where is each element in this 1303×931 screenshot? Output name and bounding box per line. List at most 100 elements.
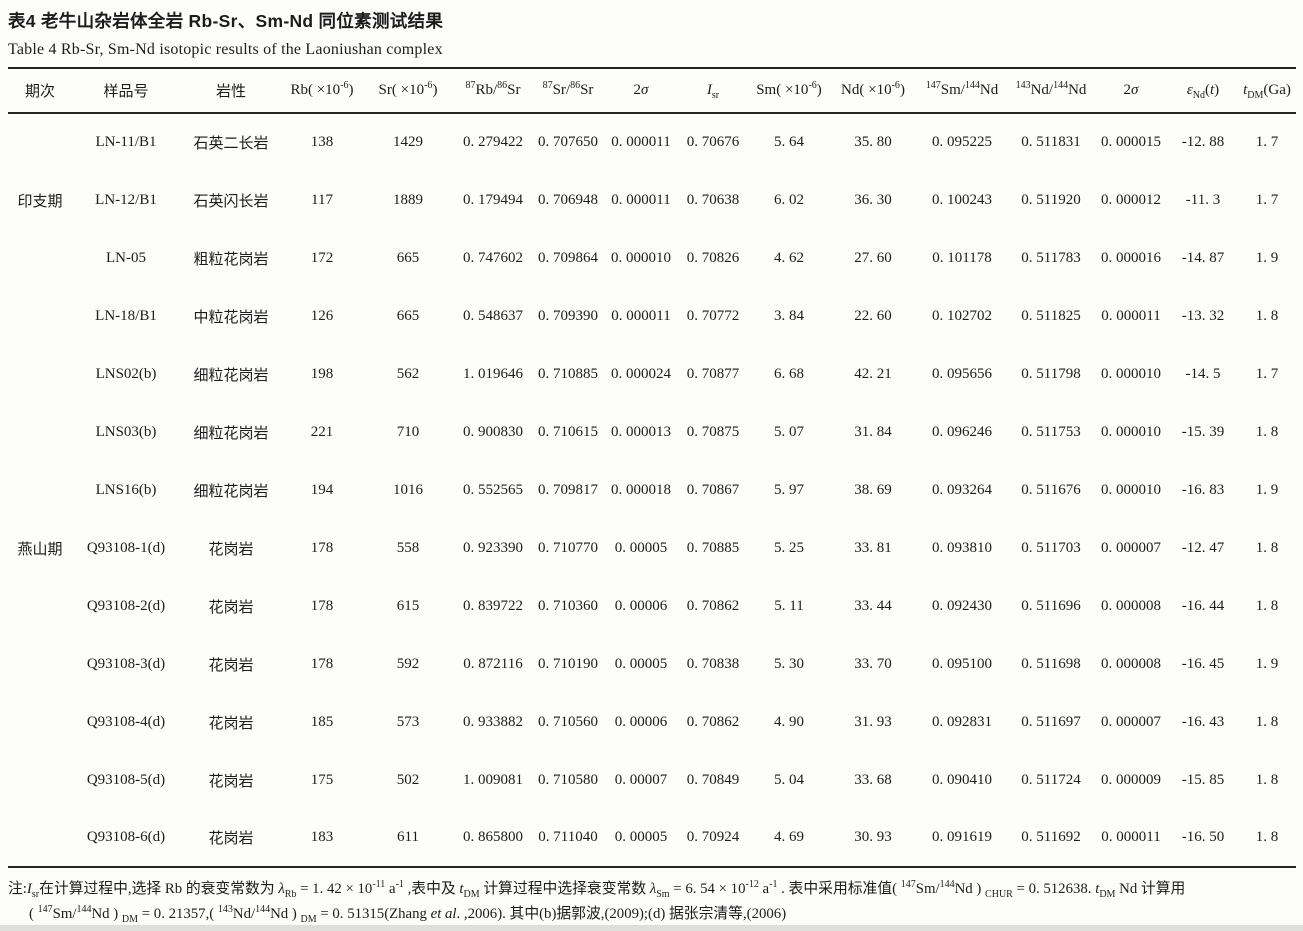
cell-lithology: 花岗岩 [208,715,254,732]
cell-sr-ppm: 615 [396,597,420,614]
cell-rb87-sr86: 0. 865800 [463,829,523,845]
cell-sm147-nd144: 0. 092831 [932,713,992,730]
cell-sm-ppm: 5. 11 [774,597,804,614]
cell-nd-ppm: 42. 21 [854,365,892,382]
column-header-sigma-nd: 2σ [1094,68,1168,114]
cell-sigma-sr: 0. 000011 [611,191,671,208]
cell-epsilon-nd-t: -12. 47 [1181,539,1225,556]
footnote-line-2: ( 147Sm/144Nd ) DM = 0. 21357,( 143Nd/14… [29,904,787,925]
cell-sr-ppm: 710 [396,423,420,440]
cell-t-dm: 1. 8 [1255,539,1279,556]
cell-sigma-sr: 0. 000018 [611,481,671,498]
cell-sm147-nd144: 0. 092430 [932,597,992,614]
isotope-data-table: 期次 样品号 岩性 Rb( ×10-6) Sr( ×10-6) 87Rb/86Sr 87Sr… [8,67,1296,868]
cell-epsilon-nd-t: -14. 87 [1181,249,1225,266]
cell-sample-id: Q93108-6(d) [86,829,166,845]
cell-rb-ppm: 178 [310,539,334,556]
cell-sigma-nd: 0. 000007 [1101,539,1161,556]
cell-epsilon-nd-t: -16. 43 [1181,713,1225,730]
cell-i-sr: 0. 70772 [686,307,740,324]
cell-rb87-sr86: 0. 279422 [463,134,523,150]
cell-lithology: 花岗岩 [208,541,254,558]
cell-sigma-nd: 0. 000015 [1101,134,1161,150]
cell-t-dm: 1. 8 [1255,307,1279,324]
cell-lithology: 花岗岩 [208,657,254,674]
column-header-sr87-sr86: 87Sr/86Sr [532,68,604,114]
cell-nd143-nd144: 0. 511696 [1021,597,1081,614]
table-row: LN-05 粗粒花岗岩 172 665 0. 747602 0. 709864 0. 000… [8,229,1296,287]
cell-epsilon-nd-t: -16. 83 [1181,481,1225,498]
column-header-rb-ppm: Rb( ×10-6) [282,68,362,114]
cell-sr-ppm: 1889 [393,191,423,208]
table-row: Q93108-4(d) 花岗岩 185 573 0. 933882 0. 710560 0.… [8,693,1296,751]
column-header-t-dm: tDM(Ga) [1238,68,1296,114]
cell-sigma-nd: 0. 000009 [1101,771,1161,788]
cell-nd-ppm: 33. 44 [854,597,892,614]
table-title-cn: 表4 老牛山杂岩体全岩 Rb-Sr、Sm-Nd 同位素测试结果 [8,11,444,31]
cell-sigma-sr: 0. 000024 [611,365,671,382]
cell-sm-ppm: 6. 68 [774,365,804,382]
cell-sample-id: Q93108-2(d) [86,597,166,614]
cell-sm-ppm: 5. 04 [774,771,804,788]
cell-sigma-sr: 0. 00005 [614,655,668,672]
cell-t-dm: 1. 7 [1255,134,1279,150]
cell-lithology: 花岗岩 [208,599,254,616]
cell-sr87-sr86: 0. 710615 [538,423,598,440]
cell-sample-id: Q93108-1(d) [86,539,166,556]
cell-rb87-sr86: 1. 019646 [463,365,523,382]
cell-sm147-nd144: 0. 093810 [932,539,992,556]
cell-nd-ppm: 27. 60 [854,249,892,266]
cell-rb87-sr86: 0. 552565 [463,481,523,498]
cell-sm147-nd144: 0. 093264 [932,481,992,498]
table-row: LNS02(b) 细粒花岗岩 198 562 1. 019646 0. 710885 0. … [8,345,1296,403]
column-header-i-sr: Isr [678,68,748,114]
cell-sr87-sr86: 0. 710560 [538,713,598,730]
cell-period [8,809,72,867]
cell-lithology: 石英二长岩 [193,136,269,152]
cell-rb87-sr86: 0. 548637 [463,307,523,324]
cell-sr-ppm: 665 [396,307,420,324]
table-row: Q93108-6(d) 花岗岩 183 611 0. 865800 0. 711040 0.… [8,809,1296,867]
cell-period [8,403,72,461]
cell-rb-ppm: 194 [310,481,334,498]
cell-epsilon-nd-t: -16. 45 [1181,655,1225,672]
cell-sr-ppm: 1429 [393,134,423,150]
cell-sigma-sr: 0. 00005 [614,829,668,845]
cell-nd-ppm: 35. 80 [854,134,892,150]
cell-sample-id: LN-18/B1 [95,307,157,324]
table-header-row: 期次 样品号 岩性 Rb( ×10-6) Sr( ×10-6) 87Rb/86Sr 87Sr… [8,68,1296,114]
cell-epsilon-nd-t: -15. 39 [1181,423,1225,440]
column-header-nd-ppm: Nd( ×10-6) [830,68,916,114]
column-header-sm-ppm: Sm( ×10-6) [748,68,830,114]
cell-i-sr: 0. 70867 [686,481,740,498]
cell-nd143-nd144: 0. 511753 [1021,423,1081,440]
cell-sr-ppm: 592 [396,655,420,672]
cell-t-dm: 1. 9 [1255,249,1279,266]
cell-sm-ppm: 4. 90 [774,713,804,730]
cell-epsilon-nd-t: -15. 85 [1181,771,1225,788]
cell-i-sr: 0. 70875 [686,423,740,440]
cell-sample-id: Q93108-3(d) [86,655,166,672]
cell-sigma-nd: 0. 000011 [1101,307,1161,324]
table-row: LN-11/B1 石英二长岩 138 1429 0. 279422 0. 707650 0.… [8,113,1296,171]
column-header-lithology: 岩性 [180,68,282,114]
cell-nd143-nd144: 0. 511697 [1021,713,1081,730]
cell-sigma-sr: 0. 000011 [611,134,671,150]
cell-sm147-nd144: 0. 095225 [932,134,992,150]
cell-rb-ppm: 117 [311,191,333,208]
cell-i-sr: 0. 70838 [686,655,740,672]
cell-period [8,635,72,693]
cell-sr-ppm: 665 [396,249,420,266]
cell-i-sr: 0. 70849 [686,771,740,788]
cell-sigma-nd: 0. 000012 [1101,191,1161,208]
cell-sr-ppm: 502 [396,771,420,788]
table-row: LNS03(b) 细粒花岗岩 221 710 0. 900830 0. 710615 0. … [8,403,1296,461]
cell-rb-ppm: 175 [310,771,334,788]
cell-sr87-sr86: 0. 710885 [538,365,598,382]
cell-sm147-nd144: 0. 102702 [932,307,992,324]
cell-sr-ppm: 1016 [393,481,423,498]
cell-nd143-nd144: 0. 511920 [1021,191,1081,208]
table-row: LNS16(b) 细粒花岗岩 194 1016 0. 552565 0. 709817 0.… [8,461,1296,519]
cell-sample-id: Q93108-5(d) [86,771,166,788]
